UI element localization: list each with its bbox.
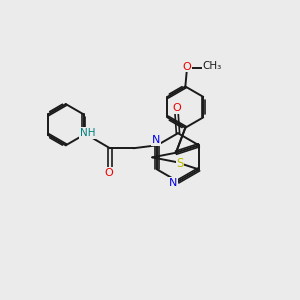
Text: O: O — [182, 62, 191, 72]
Text: N: N — [152, 135, 160, 145]
Text: CH₃: CH₃ — [203, 61, 222, 71]
Text: S: S — [176, 157, 184, 170]
Text: O: O — [172, 103, 181, 113]
Text: NH: NH — [80, 128, 96, 138]
Text: O: O — [104, 168, 113, 178]
Text: N: N — [169, 178, 177, 188]
